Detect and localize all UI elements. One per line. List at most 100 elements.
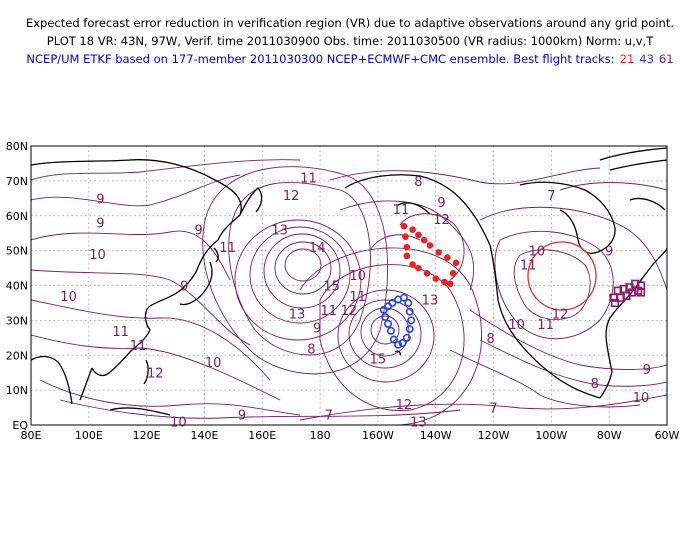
coastlines	[31, 147, 667, 416]
lon-label: 100E	[75, 429, 103, 442]
flight-track-marker	[400, 222, 408, 230]
contour-label: 9	[180, 280, 188, 295]
lat-label: 80N	[6, 140, 28, 153]
flight-track-marker	[405, 325, 414, 334]
flight-track-61	[609, 279, 646, 308]
contour-label: 14	[309, 241, 326, 256]
contour-label: 11	[219, 241, 236, 256]
contour-label: 8	[414, 175, 422, 190]
latitude-labels: EQ 10N 20N 30N 40N 50N 60N 70N 80N	[6, 140, 29, 432]
contour-label: 13	[422, 293, 439, 308]
contour-lines	[31, 159, 667, 425]
flight-track-marker	[409, 226, 416, 233]
flight-track-marker	[435, 249, 442, 256]
flight-track-marker	[409, 261, 416, 268]
lon-label: 120E	[133, 429, 161, 442]
ensemble-description: NCEP/UM ETKF based on 177-member 2011030…	[26, 52, 615, 66]
plot-frame	[30, 145, 668, 426]
flight-track-marker	[432, 275, 440, 282]
contour-label: 7	[325, 409, 333, 424]
flight-track-marker	[384, 302, 393, 311]
flight-track-marker	[441, 278, 448, 286]
contour-label: 9	[96, 217, 104, 232]
flight-track-marker	[398, 339, 407, 348]
contour-label: 9	[313, 321, 321, 336]
contour-label: 7	[547, 189, 555, 204]
flight-track-marker	[402, 233, 409, 240]
contour-label: 11	[130, 339, 147, 354]
contour-label: 12	[341, 304, 358, 319]
flight-track-43	[379, 293, 416, 349]
lat-label: EQ	[12, 419, 28, 432]
contour-label: 9	[96, 192, 104, 207]
flight-track-marker	[452, 259, 460, 267]
flight-track-marker	[609, 293, 618, 302]
contour-label: 11	[537, 318, 554, 333]
contour-label: 13	[271, 224, 288, 239]
longitude-labels: 80E 100E 120E 140E 160E 180 160W 140W 120W 100W 80…	[21, 429, 680, 442]
contour-label: 12	[283, 189, 300, 204]
lon-label: 80E	[21, 429, 42, 442]
lon-label: 140E	[190, 429, 218, 442]
contour-label: 10	[349, 269, 366, 284]
flight-track-marker	[402, 333, 411, 342]
contour-label: 10	[170, 416, 187, 431]
lon-label: 160W	[362, 429, 394, 442]
flight-track-marker	[443, 254, 451, 261]
flight-track-marker	[389, 335, 398, 344]
contour-label: 15	[370, 353, 387, 368]
contour-label: 9	[238, 409, 246, 424]
flight-61-label: 61	[658, 52, 674, 66]
plot-title-line-2: PLOT 18 VR: 43N, 97W, Verif. time 201103…	[46, 34, 654, 48]
flight-43-label: 43	[639, 52, 654, 66]
flight-track-marker	[404, 298, 413, 307]
lon-label: 80W	[597, 429, 622, 442]
lat-label: 20N	[6, 349, 28, 362]
flight-tracks	[379, 222, 646, 349]
contour-label: 10	[508, 318, 525, 333]
flight-track-marker	[394, 340, 403, 349]
flight-track-marker	[405, 307, 414, 316]
lon-label: 60W	[655, 429, 680, 442]
lat-lon-grid	[31, 146, 667, 425]
flight-track-marker	[420, 236, 428, 244]
contour-label: 13	[289, 307, 306, 322]
flight-track-marker	[449, 269, 457, 277]
contour-label: 12	[433, 213, 450, 228]
flight-track-marker	[415, 231, 422, 239]
lat-label: 30N	[6, 314, 28, 327]
plot-title-line-1: Expected forecast error reduction in ver…	[25, 16, 675, 30]
flight-track-marker	[386, 326, 395, 335]
flight-track-marker	[381, 312, 390, 321]
flight-track-marker	[613, 286, 622, 295]
flight-track-marker	[399, 293, 408, 302]
flight-track-marker	[619, 284, 628, 294]
flight-track-marker	[384, 319, 393, 328]
flight-track-marker	[625, 283, 634, 292]
contour-label: 15	[323, 280, 340, 295]
contour-label: 9	[643, 363, 651, 378]
plot-title-line-3: NCEP/UM ETKF based on 177-member 2011030…	[0, 50, 700, 68]
flight-21-label: 21	[619, 52, 635, 66]
flight-track-21	[400, 222, 460, 288]
contour-label: 8	[487, 332, 495, 347]
flight-track-marker	[415, 264, 422, 272]
flight-track-marker	[407, 316, 416, 325]
lat-label: 10N	[6, 384, 28, 397]
flight-track-marker	[403, 243, 411, 251]
contour-label: 12	[396, 398, 413, 413]
contour-label: 10	[89, 248, 106, 263]
contour-label: 12	[147, 367, 164, 382]
contour-label: 10	[529, 245, 546, 260]
contour-label: 8	[307, 342, 315, 357]
verification-region-circle	[527, 241, 597, 311]
contour-label: 13	[410, 416, 427, 431]
lon-label: 160E	[248, 429, 276, 442]
contour-label: 10	[205, 356, 222, 371]
lon-label: 180	[310, 429, 331, 442]
lat-label: 60N	[6, 210, 28, 223]
contour-label: 9	[437, 196, 445, 211]
lat-label: 70N	[6, 175, 28, 188]
